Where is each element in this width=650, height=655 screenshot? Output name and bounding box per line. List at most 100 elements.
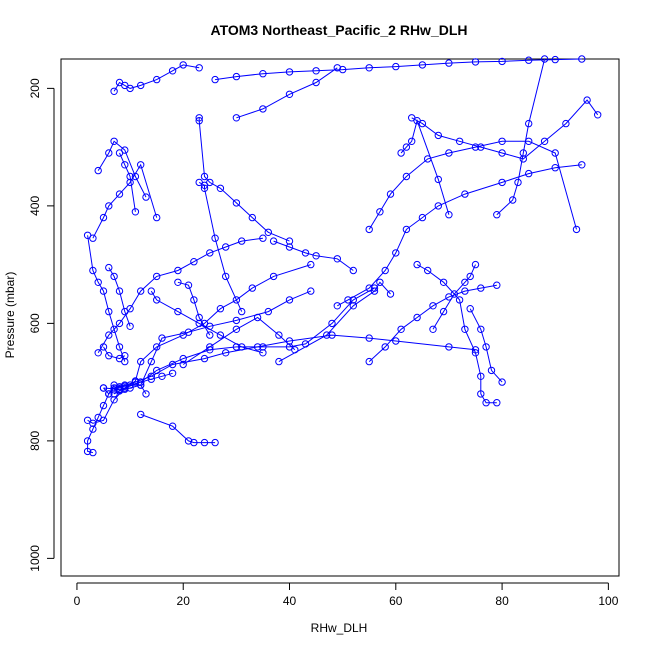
data-point	[179, 360, 187, 369]
series-line-14	[150, 290, 264, 354]
data-point	[158, 372, 166, 380]
data-point	[312, 78, 320, 87]
data-point	[381, 266, 389, 275]
data-point	[408, 137, 416, 146]
data-point	[477, 325, 485, 333]
data-point	[498, 178, 506, 187]
data-point	[238, 237, 246, 245]
data-point	[439, 278, 448, 286]
data-point	[477, 372, 485, 380]
data-point	[248, 213, 257, 222]
data-point	[99, 401, 108, 410]
data-point	[498, 57, 506, 66]
data-point	[184, 328, 193, 336]
data-point	[126, 172, 134, 181]
data-point	[259, 234, 267, 242]
data-point	[339, 65, 347, 74]
data-point	[195, 319, 203, 328]
data-point	[349, 266, 357, 275]
data-point	[137, 81, 145, 90]
data-point	[498, 378, 506, 386]
series-line-23	[411, 99, 599, 160]
data-point	[471, 260, 480, 269]
data-point	[509, 196, 517, 204]
data-point	[248, 284, 257, 292]
data-point	[110, 325, 118, 333]
data-point	[259, 349, 267, 357]
data-point	[445, 211, 453, 219]
data-point	[137, 161, 145, 169]
data-point	[594, 111, 602, 119]
data-point	[328, 331, 336, 339]
data-point	[429, 325, 437, 333]
data-point	[540, 137, 549, 146]
data-point	[386, 290, 395, 298]
data-point	[482, 399, 490, 407]
data-point	[99, 287, 108, 295]
data-point	[514, 178, 522, 187]
data-point	[285, 243, 294, 251]
data-point	[110, 137, 118, 146]
data-point	[99, 213, 108, 222]
data-point	[445, 59, 453, 67]
data-point	[365, 334, 373, 342]
series-line-21	[469, 308, 503, 383]
data-point	[253, 343, 262, 351]
data-point	[200, 184, 209, 193]
x-tick-label: 0	[74, 594, 81, 608]
data-point	[94, 166, 102, 175]
data-point	[461, 287, 469, 295]
x-tick-label: 80	[495, 594, 509, 608]
data-point	[312, 252, 320, 260]
data-point	[200, 181, 209, 190]
data-point	[413, 260, 421, 269]
data-point	[386, 190, 395, 198]
data-point	[562, 119, 570, 128]
data-point	[216, 184, 225, 193]
series-line-19	[416, 264, 497, 404]
series-line-28	[215, 58, 582, 81]
data-point	[376, 208, 384, 216]
data-point	[578, 55, 586, 63]
data-point	[195, 64, 203, 72]
data-point	[147, 287, 156, 295]
series-layer	[83, 55, 602, 457]
data-point	[115, 149, 124, 157]
series-line-25	[400, 119, 450, 215]
data-point	[471, 58, 480, 66]
data-point	[153, 272, 161, 281]
data-point	[121, 307, 129, 316]
data-point	[174, 266, 182, 275]
data-point	[269, 237, 278, 245]
y-tick-label: 800	[28, 431, 42, 451]
data-point	[333, 302, 341, 310]
data-point	[519, 149, 527, 157]
data-point	[525, 119, 533, 128]
data-point	[137, 381, 145, 389]
data-point	[285, 296, 294, 304]
y-tick-label: 400	[28, 196, 42, 216]
data-point	[493, 281, 501, 289]
data-point	[461, 278, 469, 286]
data-point	[238, 343, 246, 351]
series-line-17	[337, 164, 582, 307]
data-point	[540, 55, 549, 63]
data-point	[578, 161, 586, 169]
data-point	[466, 305, 474, 313]
data-point	[493, 211, 501, 219]
data-point	[269, 272, 278, 281]
data-point	[105, 307, 113, 316]
data-point	[232, 316, 241, 325]
data-point	[232, 325, 241, 333]
y-tick-label: 1000	[28, 545, 42, 572]
data-point	[482, 343, 490, 351]
data-point	[232, 199, 241, 207]
data-point	[137, 357, 145, 366]
x-tick-label: 60	[389, 594, 403, 608]
data-point	[190, 258, 198, 266]
plot-frame	[60, 58, 620, 577]
y-axis-label: Pressure (mbar)	[3, 272, 17, 359]
series-line-1	[87, 287, 375, 424]
data-point	[184, 437, 193, 445]
